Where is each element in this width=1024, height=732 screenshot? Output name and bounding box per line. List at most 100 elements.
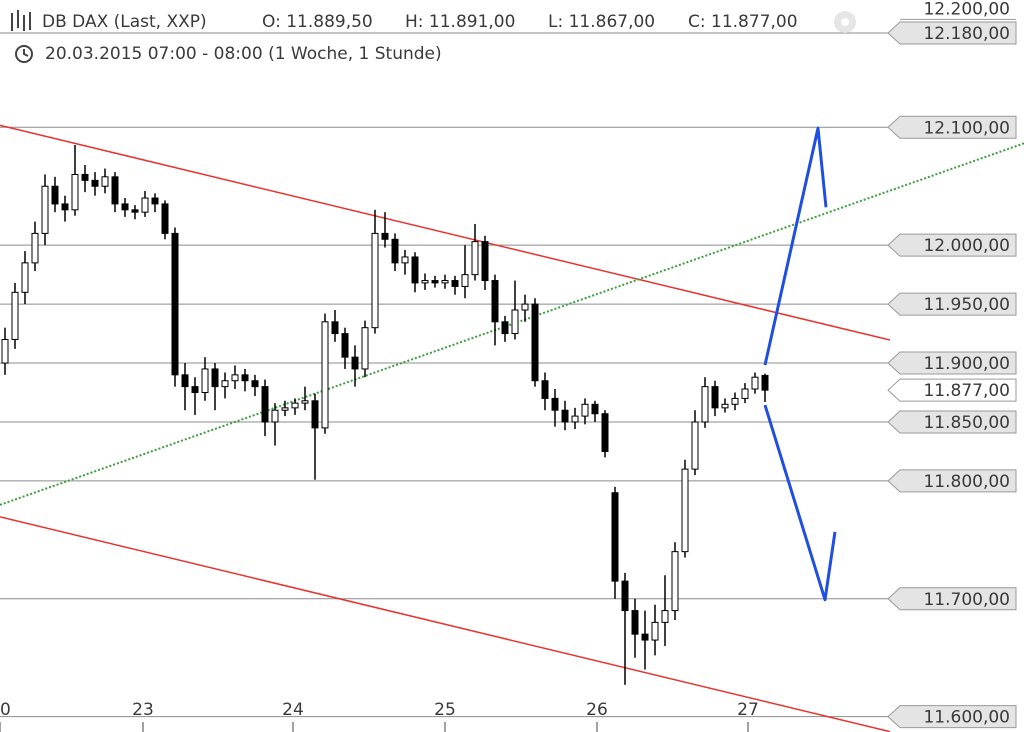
candle-body [41, 185, 49, 234]
candle-body [501, 321, 509, 335]
candle-body [551, 397, 559, 411]
level-box [887, 351, 1017, 375]
candle-body [541, 380, 549, 399]
level-box [887, 292, 1017, 316]
clock-icon [15, 45, 33, 63]
level-box [887, 587, 1017, 611]
x-tick-label: 26 [586, 700, 608, 720]
level-label: 12.180,00 [923, 24, 1010, 44]
candle-body [401, 256, 409, 264]
candle-body [231, 374, 239, 382]
trend-line [763, 126, 828, 366]
level-label: 11.950,00 [923, 295, 1010, 315]
candle-body [641, 633, 649, 641]
x-tick-label: 23 [132, 700, 154, 720]
candle-body [621, 580, 629, 612]
x-tick-label: 27 [737, 700, 759, 720]
candle-body [691, 421, 699, 470]
candle-body [71, 173, 79, 211]
level-box [887, 233, 1017, 257]
candle-body [431, 280, 439, 284]
candle-body [561, 409, 569, 423]
low-label: L: 11.867,00 [548, 12, 655, 32]
close-label: C: 11.877,00 [688, 12, 798, 32]
last-price-label: 11.877,00 [923, 381, 1010, 401]
chart-subtitle: 20.03.2015 07:00 - 08:00 (1 Woche, 1 Stu… [45, 44, 442, 64]
candle-body [461, 274, 469, 287]
bars-icon [11, 10, 31, 31]
candle-body [291, 402, 299, 409]
candle-body [191, 386, 199, 394]
plot-area: 20 23 24 25 26 27 [0, 32, 1024, 732]
candle-body [371, 232, 379, 329]
candle-body [61, 203, 69, 211]
candle-body [531, 303, 539, 382]
candle-body [11, 291, 19, 340]
candle-body [281, 407, 289, 411]
candle-body [201, 368, 209, 394]
header: DB DAX (Last, XXP) O: 11.889,50 H: 11.89… [11, 10, 856, 64]
candle-body [161, 203, 169, 234]
level-label: 11.900,00 [923, 354, 1010, 374]
candle-body [331, 321, 339, 335]
trend-line [0, 142, 1024, 506]
open-label: O: 11.889,50 [262, 12, 373, 32]
candle-body [751, 376, 759, 390]
candle-body [601, 413, 609, 452]
candle-body [441, 280, 449, 284]
candle-body [341, 333, 349, 358]
candle-body [211, 368, 219, 388]
candle-body [261, 386, 269, 423]
candle-body [81, 173, 89, 181]
level-label: 12.100,00 [923, 118, 1010, 138]
level-box [887, 410, 1017, 434]
candle-body [611, 492, 619, 582]
chart-title: DB DAX (Last, XXP) [42, 12, 207, 32]
candle-body [571, 415, 579, 423]
candle-body [671, 551, 679, 612]
x-tick-label: 24 [282, 700, 304, 720]
candle-body [721, 403, 729, 409]
candle-body [421, 280, 429, 284]
candle-body [321, 321, 329, 429]
candle-body [111, 176, 119, 205]
high-label: H: 11.891,00 [405, 12, 515, 32]
candle-body [591, 403, 599, 415]
level-box [887, 469, 1017, 493]
candle-body [391, 238, 399, 264]
candle-body [351, 356, 359, 370]
candle-body [471, 241, 479, 276]
candle-body [581, 403, 589, 417]
candle-body [711, 386, 719, 409]
candle-body [701, 386, 709, 423]
candle-body [241, 374, 249, 382]
candle-body [131, 209, 139, 213]
candle-body [381, 232, 389, 240]
candle-body [481, 241, 489, 282]
level-label: 11.600,00 [923, 708, 1010, 728]
candle-body [411, 256, 419, 284]
last-price-box [887, 378, 1017, 402]
candle-body [311, 400, 319, 429]
trend-line [0, 516, 891, 732]
candle-body [361, 327, 369, 370]
candle-body [741, 388, 749, 399]
candle-body [451, 280, 459, 287]
candle-body [271, 409, 279, 423]
candle-body [491, 280, 499, 323]
level-box [887, 705, 1017, 729]
candle-body [151, 197, 159, 205]
candle-body [521, 303, 529, 311]
candle-body [181, 374, 189, 388]
candle-body [631, 610, 639, 635]
candle-body [51, 185, 59, 205]
candle-body [221, 380, 229, 388]
settings-icon-center [841, 18, 849, 26]
x-tick-label: 25 [434, 700, 456, 720]
candle-body [1, 338, 9, 364]
x-tick-label: 20 [0, 700, 11, 720]
candle-body [511, 309, 519, 335]
candle-body [171, 232, 179, 376]
level-label: 11.700,00 [923, 590, 1010, 610]
